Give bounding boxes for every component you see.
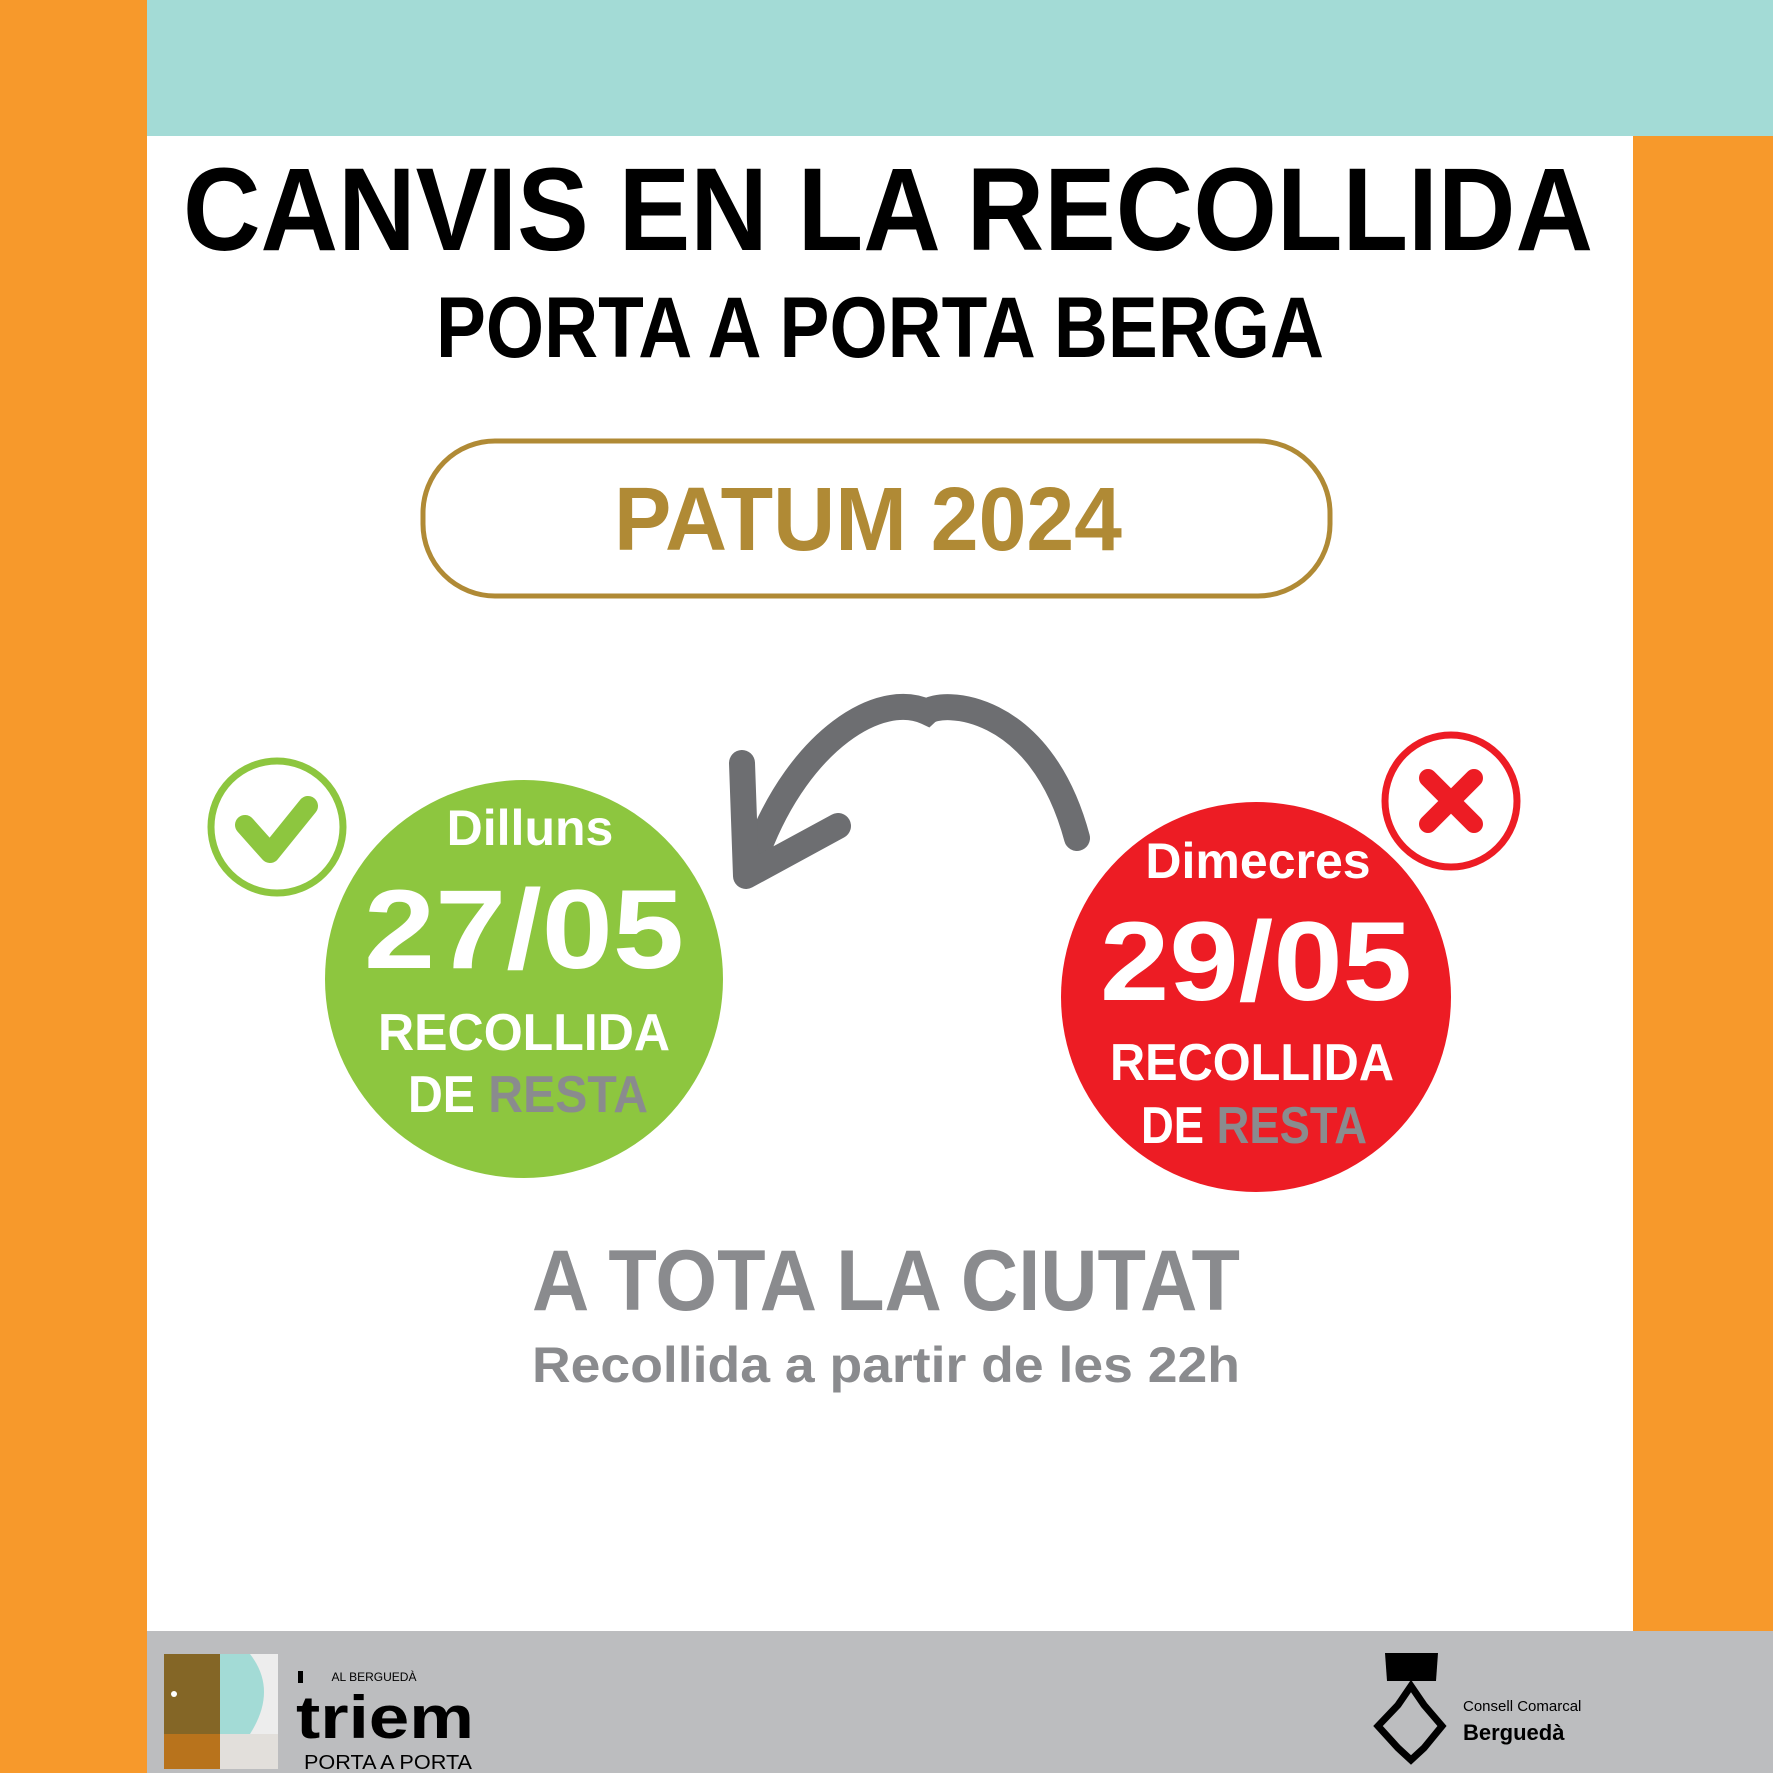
right-orange-bar — [1633, 136, 1773, 1631]
page-subtitle: PORTA A PORTA BERGA — [436, 280, 1324, 376]
consell-comarcal-logo: Consell Comarcal Berguedà — [1373, 1653, 1581, 1765]
new-weekday: Dilluns — [447, 800, 614, 856]
event-label: PATUM 2024 — [614, 470, 1122, 570]
old-weekday: Dimecres — [1145, 833, 1370, 889]
consell-line2: Berguedà — [1463, 1720, 1565, 1745]
old-service-line2: DE RESTA — [1141, 1097, 1367, 1155]
triem-tagline: PORTA A PORTA — [304, 1752, 473, 1773]
triem-small-text: AL BERGUEDÀ — [332, 1669, 417, 1684]
old-date: 29/05 — [1100, 899, 1412, 1024]
consell-line1: Consell Comarcal — [1463, 1698, 1581, 1715]
left-orange-bar — [0, 0, 147, 1773]
scope-note: Recollida a partir de les 22h — [532, 1337, 1240, 1393]
top-teal-bar — [147, 0, 1773, 136]
new-service-line1: RECOLLIDA — [378, 1004, 670, 1062]
old-day-circle: Dimecres 29/05 RECOLLIDA DE RESTA — [1061, 802, 1451, 1192]
footer-band — [147, 1631, 1773, 1773]
triem-logo: AL BERGUEDÀ triem PORTA A PORTA — [164, 1654, 474, 1773]
new-date: 27/05 — [364, 867, 684, 992]
old-service-line1: RECOLLIDA — [1110, 1034, 1394, 1092]
event-badge — [420, 438, 1333, 599]
reschedule-arrow-icon — [729, 694, 1090, 889]
page-title: CANVIS EN LA RECOLLIDA — [183, 144, 1593, 276]
x-icon — [1381, 731, 1521, 871]
check-icon — [207, 757, 347, 897]
triem-name: triem — [296, 1684, 474, 1751]
scope-title: A TOTA LA CIUTAT — [532, 1233, 1240, 1329]
new-day-circle: Dilluns 27/05 RECOLLIDA DE RESTA — [325, 780, 723, 1178]
new-service-line2: DE RESTA — [408, 1066, 648, 1124]
